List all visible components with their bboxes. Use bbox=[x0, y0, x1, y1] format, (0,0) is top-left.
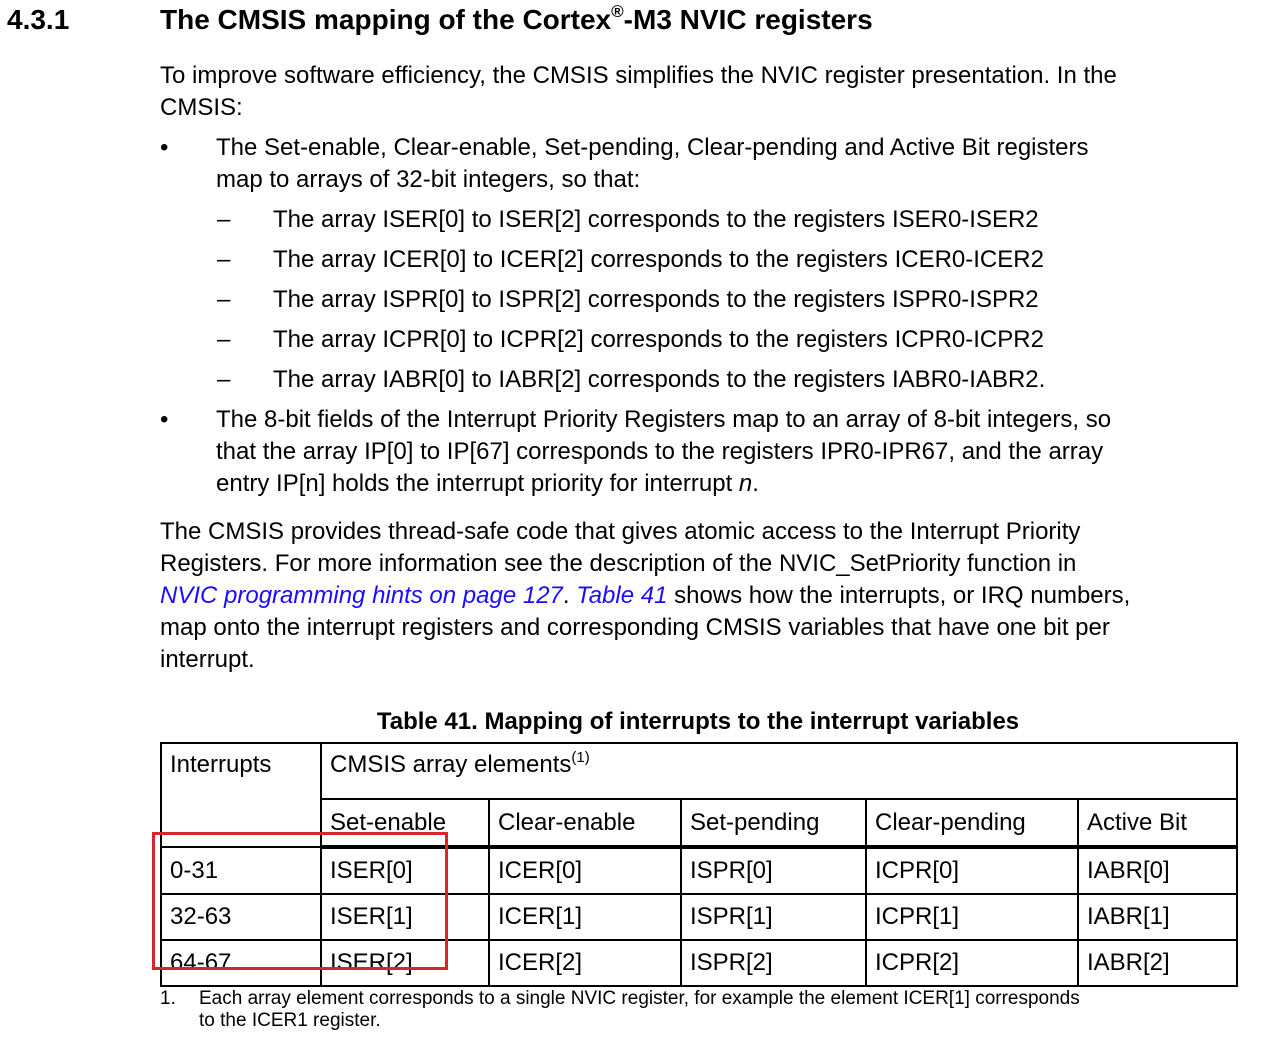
cell-interrupts: 32-63 bbox=[160, 893, 322, 941]
highlight-box bbox=[152, 832, 448, 970]
bullet-text: The Set-enable, Clear-enable, Set-pendin… bbox=[216, 132, 1089, 196]
header-active-bit: Active Bit bbox=[1077, 798, 1238, 849]
sub-item-iabr: The array IABR[0] to IABR[2] corresponds… bbox=[273, 366, 1046, 393]
bullet-marker: • bbox=[160, 134, 169, 161]
italic-n: n bbox=[738, 470, 753, 497]
dash-marker: – bbox=[217, 326, 231, 353]
sub-item-ispr: The array ISPR[0] to ISPR[2] corresponds… bbox=[273, 286, 1039, 313]
header-set-pending: Set-pending bbox=[680, 798, 867, 849]
para-line: Registers. For more information see the … bbox=[160, 550, 1077, 577]
section-title-main: The CMSIS mapping of the Cortex bbox=[160, 4, 612, 35]
intro-line-2: CMSIS: bbox=[160, 94, 243, 121]
section-title: The CMSIS mapping of the Cortex®-M3 NVIC… bbox=[160, 2, 873, 36]
header-group-label: CMSIS array elements bbox=[330, 751, 572, 778]
interrupt-mapping-table: Interrupts CMSIS array elements(1) Set-e… bbox=[160, 742, 1238, 987]
footnote-ref[interactable]: (1) bbox=[571, 749, 590, 766]
table-row: 64-67 ISER[2] ICER[2] ISPR[2] ICPR[2] IA… bbox=[160, 939, 1238, 987]
para-line: map onto the interrupt registers and cor… bbox=[160, 614, 1110, 641]
header-cmsis-array-elements: CMSIS array elements(1) bbox=[320, 742, 1238, 800]
table-row: 32-63 ISER[1] ICER[1] ISPR[1] ICPR[1] IA… bbox=[160, 893, 1238, 941]
bullet-line: that the array IP[0] to IP[67] correspon… bbox=[216, 438, 1104, 465]
footnote-number: 1. bbox=[160, 988, 176, 1009]
para-line: The CMSIS provides thread-safe code that… bbox=[160, 518, 1081, 545]
cell-clear-enable: ICER[0] bbox=[488, 846, 682, 895]
section-number: 4.3.1 bbox=[7, 4, 70, 35]
intro-paragraph: To improve software efficiency, the CMSI… bbox=[160, 60, 1117, 124]
dash-marker: – bbox=[217, 246, 231, 273]
cell-active-bit: IABR[2] bbox=[1077, 939, 1238, 987]
bullet-line: The Set-enable, Clear-enable, Set-pendin… bbox=[216, 134, 1089, 161]
intro-line-1: To improve software efficiency, the CMSI… bbox=[160, 62, 1117, 89]
cell-set-pending: ISPR[2] bbox=[680, 939, 867, 987]
cell-clear-enable: ICER[2] bbox=[488, 939, 682, 987]
header-set-enable: Set-enable bbox=[320, 798, 490, 849]
cell-active-bit: IABR[0] bbox=[1077, 846, 1238, 895]
table-41-link[interactable]: Table 41 bbox=[576, 582, 668, 609]
cell-active-bit: IABR[1] bbox=[1077, 893, 1238, 941]
cell-clear-enable: ICER[1] bbox=[488, 893, 682, 941]
sub-item-iser: The array ISER[0] to ISER[2] corresponds… bbox=[273, 206, 1039, 233]
cell-set-enable: ISER[1] bbox=[320, 893, 490, 941]
link-separator: . bbox=[562, 582, 577, 609]
cell-interrupts: 0-31 bbox=[160, 846, 322, 895]
sub-item-icer: The array ICER[0] to ICER[2] corresponds… bbox=[273, 246, 1044, 273]
dash-marker: – bbox=[217, 206, 231, 233]
cell-clear-pending: ICPR[0] bbox=[865, 846, 1079, 895]
bullet-line: entry IP[n] holds the interrupt priority… bbox=[216, 468, 1111, 500]
registered-mark: ® bbox=[611, 2, 624, 21]
cmsis-paragraph: The CMSIS provides thread-safe code that… bbox=[160, 516, 1130, 676]
sub-item-icpr: The array ICPR[0] to ICPR[2] corresponds… bbox=[273, 326, 1044, 353]
period: . bbox=[752, 470, 759, 497]
section-title-suffix: -M3 NVIC registers bbox=[623, 4, 873, 35]
cell-clear-pending: ICPR[1] bbox=[865, 893, 1079, 941]
footnote-line: to the ICER1 register. bbox=[199, 1010, 381, 1031]
dash-marker: – bbox=[217, 286, 231, 313]
para-line: NVIC programming hints on page 127. Tabl… bbox=[160, 580, 1130, 612]
bullet-line: map to arrays of 32-bit integers, so tha… bbox=[216, 166, 641, 193]
footnote-line: Each array element corresponds to a sing… bbox=[199, 988, 1080, 1009]
bullet-text: The 8-bit fields of the Interrupt Priori… bbox=[216, 404, 1111, 500]
header-clear-enable: Clear-enable bbox=[488, 798, 682, 849]
cell-set-pending: ISPR[1] bbox=[680, 893, 867, 941]
dash-marker: – bbox=[217, 366, 231, 393]
cell-set-enable: ISER[2] bbox=[320, 939, 490, 987]
bullet-line-text: entry IP[n] holds the interrupt priority… bbox=[216, 470, 739, 497]
para-line-text: shows how the interrupts, or IRQ numbers… bbox=[667, 582, 1131, 609]
para-line: interrupt. bbox=[160, 646, 255, 673]
header-interrupts: Interrupts bbox=[160, 742, 322, 848]
table-row: 0-31 ISER[0] ICER[0] ISPR[0] ICPR[0] IAB… bbox=[160, 846, 1238, 895]
cell-set-pending: ISPR[0] bbox=[680, 846, 867, 895]
footnote-text: Each array element corresponds to a sing… bbox=[199, 988, 1080, 1032]
header-clear-pending: Clear-pending bbox=[865, 798, 1079, 849]
bullet-marker: • bbox=[160, 406, 169, 433]
cell-interrupts: 64-67 bbox=[160, 939, 322, 987]
cell-set-enable: ISER[0] bbox=[320, 846, 490, 895]
cell-clear-pending: ICPR[2] bbox=[865, 939, 1079, 987]
nvic-hints-link[interactable]: NVIC programming hints on page 127 bbox=[160, 582, 563, 609]
table-caption: Table 41. Mapping of interrupts to the i… bbox=[376, 708, 1020, 735]
bullet-line: The 8-bit fields of the Interrupt Priori… bbox=[216, 406, 1112, 433]
